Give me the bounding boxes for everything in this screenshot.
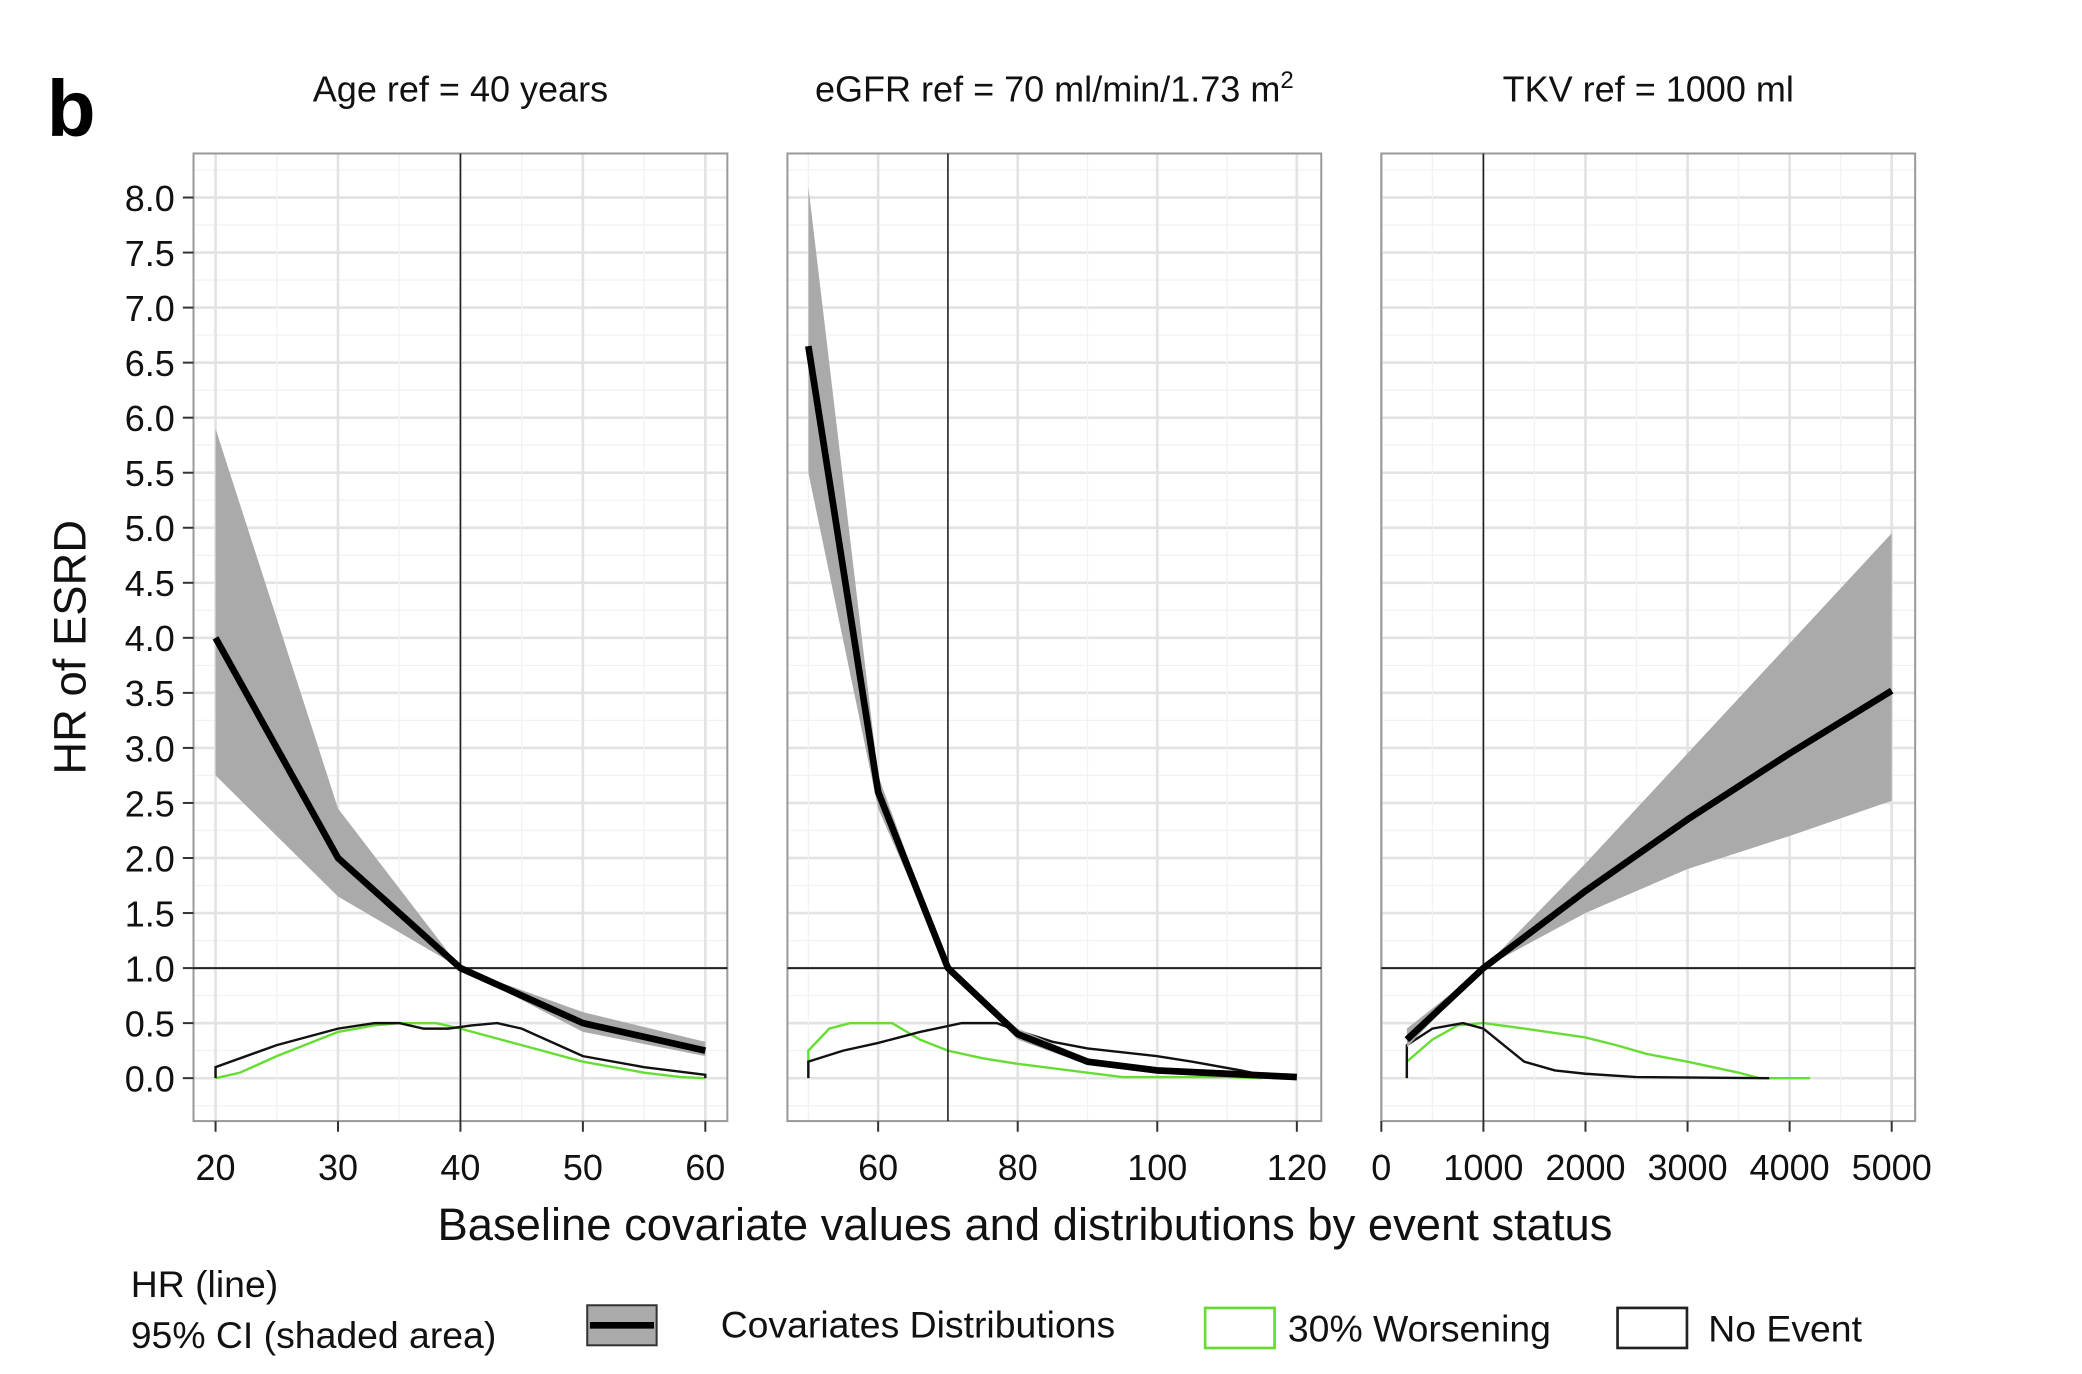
legend-dist-title: Covariates Distributions	[721, 1303, 1116, 1345]
panel-border	[1380, 152, 1917, 1123]
y-tick-label: 2.5	[125, 783, 175, 824]
y-tick-label: 3.0	[125, 728, 175, 769]
y-tick-label: 3.5	[125, 673, 175, 714]
y-tick-label: 7.0	[125, 288, 175, 329]
hr-line	[1404, 687, 1894, 1043]
panel-title-superscript: 2	[1280, 67, 1293, 94]
y-tick-label: 0.0	[125, 1058, 175, 1099]
y-tick-label: 6.0	[125, 398, 175, 439]
x-tick-label: 3000	[1647, 1147, 1727, 1188]
ci-band	[215, 428, 706, 1057]
panel-title: eGFR ref = 70 ml/min/1.73 m2	[815, 67, 1294, 109]
y-tick-label: 4.5	[125, 563, 175, 604]
x-tick-label: 30	[318, 1147, 358, 1188]
y-tick-label: 4.0	[125, 618, 175, 659]
y-tick-label: 0.5	[125, 1003, 175, 1044]
panel-title-text: Age ref = 40 years	[313, 68, 608, 109]
x-tick-label: 1000	[1443, 1147, 1523, 1188]
panel-2: 60 80 100 120 eGFR ref = 70 ml/min/1.73 m2	[786, 67, 1327, 1188]
legend-hr-line-label: HR (line)	[131, 1263, 278, 1305]
y-tick-label: 5.5	[125, 453, 175, 494]
y-tick-label: 2.0	[125, 838, 175, 879]
y-tick-label: 8.0	[125, 178, 175, 219]
figure-label: b	[47, 64, 96, 153]
y-tick-label: 5.0	[125, 508, 175, 549]
y-tick-label: 1.0	[125, 948, 175, 989]
x-tick-label: 50	[563, 1147, 603, 1188]
distribution-no-event	[1405, 1021, 1770, 1080]
x-tick-label: 2000	[1545, 1147, 1625, 1188]
y-tick-label: 7.5	[125, 233, 175, 274]
panel-3: 0 1000 2000 3000 4000 5000 TKV ref = 1000 ml	[1371, 68, 1931, 1187]
x-tick-label: 40	[440, 1147, 480, 1188]
x-tick-label: 4000	[1750, 1147, 1830, 1188]
panel-title-text: eGFR ref = 70 ml/min/1.73 m	[815, 68, 1280, 109]
legend-worsening-label: 30% Worsening	[1288, 1307, 1551, 1349]
distribution-30pct-worsening	[215, 1021, 706, 1080]
panel-title-text: TKV ref = 1000 ml	[1503, 68, 1794, 109]
panel-title: Age ref = 40 years	[313, 68, 608, 109]
x-axis-label: Baseline covariate values and distributi…	[437, 1199, 1612, 1250]
y-tick-label: 1.5	[125, 893, 175, 934]
panel-border	[786, 152, 1323, 1123]
x-tick-label: 0	[1371, 1147, 1391, 1188]
distribution-30pct-worsening	[1405, 1021, 1811, 1080]
legend-no-event-label: No Event	[1708, 1307, 1862, 1349]
legend-ci-label: 95% CI (shaded area)	[131, 1314, 497, 1356]
legend-worsening-swatch	[1203, 1306, 1276, 1350]
legend: HR (line) 95% CI (shaded area) Covariate…	[131, 1263, 1863, 1356]
x-tick-label: 80	[998, 1147, 1038, 1188]
y-axis-label: HR of ESRD	[44, 520, 95, 775]
hr-line	[805, 345, 1298, 1081]
x-tick-label: 100	[1127, 1147, 1187, 1188]
x-tick-label: 20	[196, 1147, 236, 1188]
x-tick-label: 120	[1267, 1147, 1327, 1188]
x-tick-label: 60	[858, 1147, 898, 1188]
panel-title: TKV ref = 1000 ml	[1503, 68, 1794, 109]
y-tick-label: 6.5	[125, 343, 175, 384]
x-tick-label: 5000	[1852, 1147, 1932, 1188]
panel-1: 20 30 40 50 60 Age ref = 40 years	[192, 68, 729, 1188]
legend-no-event-swatch	[1616, 1306, 1689, 1350]
x-tick-label: 60	[685, 1147, 725, 1188]
